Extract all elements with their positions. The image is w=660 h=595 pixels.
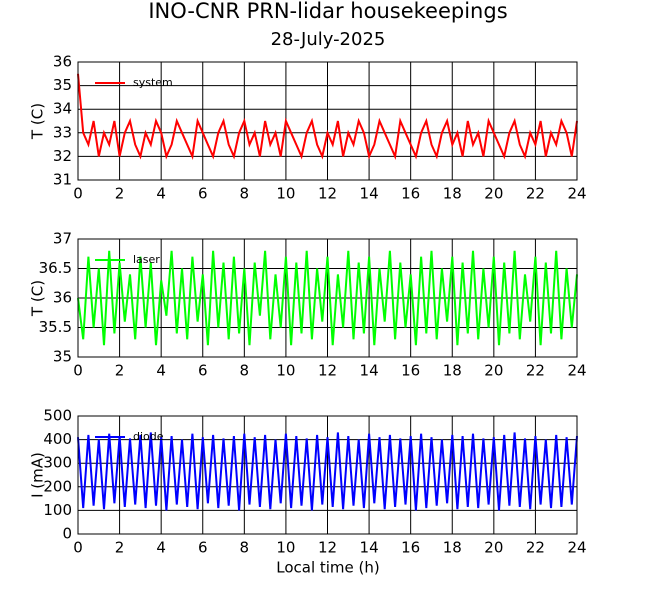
- x-tick-label: 18: [443, 539, 462, 557]
- x-tick-label: 8: [240, 539, 250, 557]
- x-tick-label: 10: [276, 362, 295, 380]
- x-tick-label: 8: [240, 185, 250, 203]
- y-tick-label: 0: [62, 525, 72, 543]
- chart-subtitle: 28-July-2025: [271, 29, 386, 50]
- x-tick-label: 20: [484, 362, 503, 380]
- x-axis-label: Local time (h): [276, 559, 380, 577]
- x-tick-label: 6: [198, 362, 208, 380]
- x-tick-label: 22: [526, 539, 545, 557]
- y-axis-label: T (C): [29, 103, 47, 140]
- data-line: [77, 73, 578, 160]
- y-tick-label: 36.5: [39, 259, 72, 277]
- x-tick-label: 2: [115, 185, 125, 203]
- x-tick-label: 24: [567, 362, 586, 380]
- y-tick-label: 35: [53, 348, 72, 366]
- x-tick-label: 14: [360, 362, 379, 380]
- x-tick-label: 22: [526, 362, 545, 380]
- plot-frame: [77, 61, 578, 181]
- x-tick-label: 16: [401, 185, 420, 203]
- x-tick-label: 4: [156, 185, 166, 203]
- y-tick-label: 36: [53, 289, 72, 307]
- x-tick-label: 2: [115, 362, 125, 380]
- x-tick-label: 6: [198, 185, 208, 203]
- x-tick-label: 10: [276, 539, 295, 557]
- x-tick-label: 12: [318, 362, 337, 380]
- x-tick-label: 20: [484, 539, 503, 557]
- x-tick-label: 18: [443, 362, 462, 380]
- y-tick-label: 400: [43, 430, 72, 448]
- y-axis-label: I (mA): [29, 452, 47, 498]
- data-line: [77, 250, 578, 346]
- y-tick-label: 33: [53, 123, 72, 141]
- plot-frame: [77, 238, 578, 358]
- legend-label: system: [133, 76, 173, 89]
- y-tick-label: 500: [43, 407, 72, 425]
- y-tick-label: 36: [53, 53, 72, 71]
- legend-label: laser: [133, 253, 160, 266]
- plot-frame: [77, 415, 578, 535]
- x-tick-label: 4: [156, 539, 166, 557]
- x-tick-label: 2: [115, 539, 125, 557]
- x-tick-label: 0: [73, 539, 83, 557]
- y-tick-label: 31: [53, 171, 72, 189]
- x-tick-label: 12: [318, 185, 337, 203]
- y-tick-label: 32: [53, 147, 72, 165]
- legend-label: diode: [133, 430, 164, 443]
- y-tick-label: 35.5: [39, 318, 72, 336]
- x-tick-label: 18: [443, 185, 462, 203]
- x-tick-label: 14: [360, 185, 379, 203]
- x-tick-label: 12: [318, 539, 337, 557]
- x-tick-label: 6: [198, 539, 208, 557]
- y-tick-label: 37: [53, 230, 72, 248]
- x-tick-label: 4: [156, 362, 166, 380]
- x-tick-label: 24: [567, 539, 586, 557]
- x-tick-label: 20: [484, 185, 503, 203]
- x-tick-label: 24: [567, 185, 586, 203]
- data-line: [77, 432, 578, 511]
- chart-title: INO-CNR PRN-lidar housekeepings: [148, 0, 507, 23]
- y-tick-label: 35: [53, 76, 72, 94]
- x-tick-label: 10: [276, 185, 295, 203]
- x-tick-label: 22: [526, 185, 545, 203]
- y-axis-label: T (C): [29, 280, 47, 317]
- y-tick-label: 34: [53, 100, 72, 118]
- x-tick-label: 16: [401, 362, 420, 380]
- x-tick-label: 8: [240, 362, 250, 380]
- y-tick-label: 200: [43, 477, 72, 495]
- x-tick-label: 0: [73, 185, 83, 203]
- x-tick-label: 0: [73, 362, 83, 380]
- y-tick-label: 100: [43, 501, 72, 519]
- x-tick-label: 14: [360, 539, 379, 557]
- x-tick-label: 16: [401, 539, 420, 557]
- y-tick-label: 300: [43, 454, 72, 472]
